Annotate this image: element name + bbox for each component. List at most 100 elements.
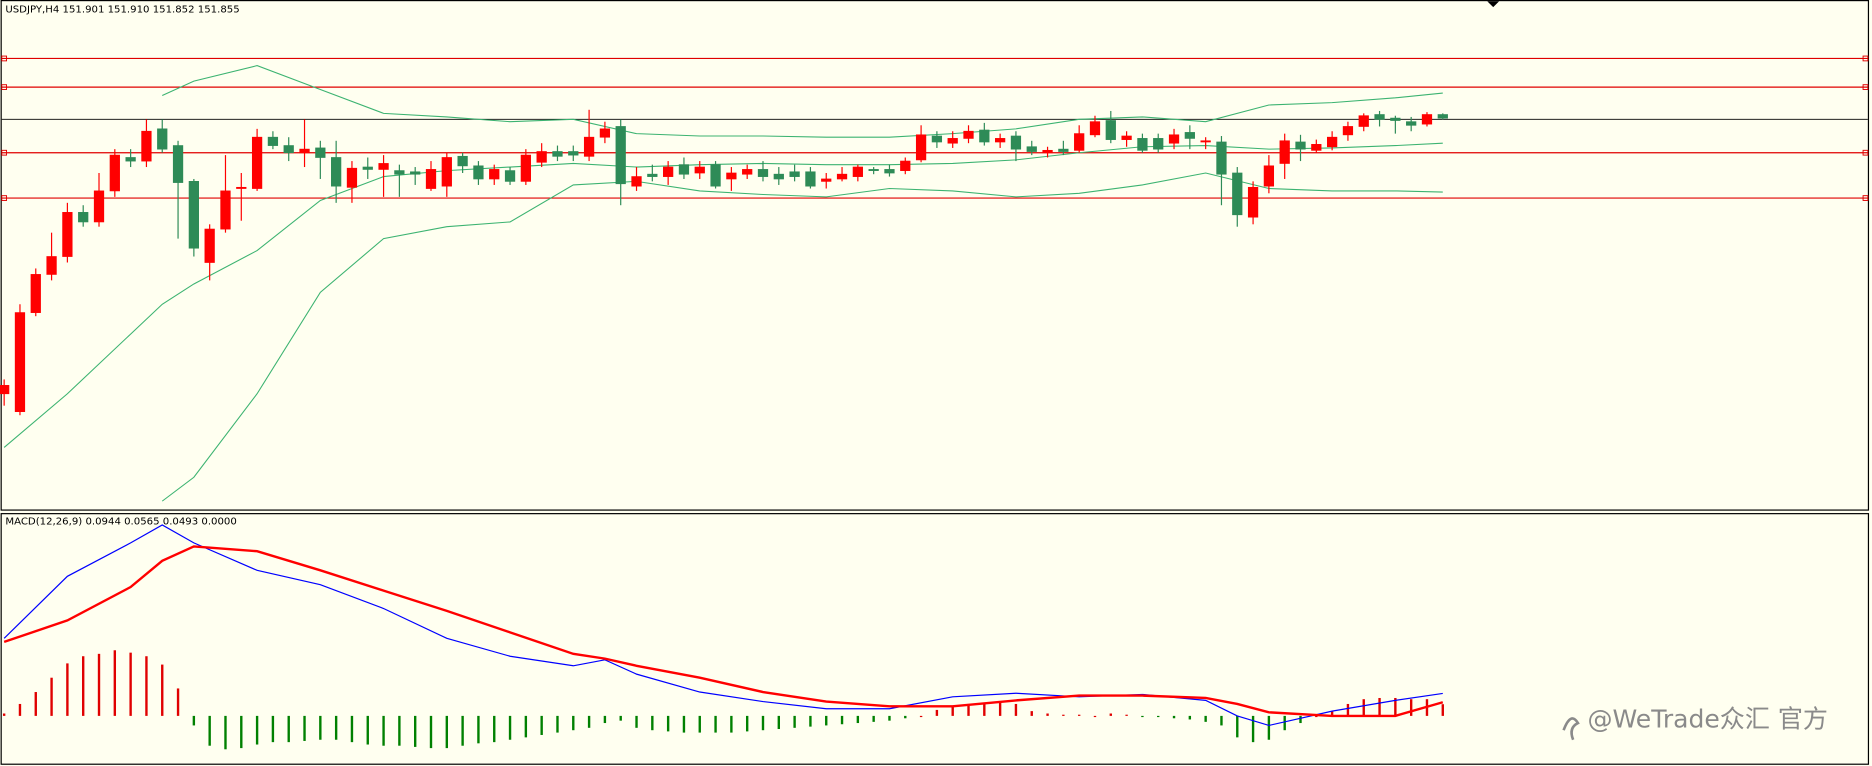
histogram-bar bbox=[240, 715, 243, 749]
candle-body bbox=[836, 173, 848, 180]
candle-body bbox=[915, 134, 927, 161]
candle-body bbox=[489, 169, 500, 180]
candle-body bbox=[172, 145, 184, 183]
candle-body bbox=[457, 155, 468, 167]
level-handle bbox=[1862, 149, 1869, 156]
histogram-bar bbox=[556, 715, 559, 733]
candle-body bbox=[1121, 135, 1132, 140]
candle-body bbox=[663, 166, 674, 177]
candle-body bbox=[1406, 121, 1417, 126]
candle-body bbox=[742, 169, 753, 175]
candle-body bbox=[947, 138, 958, 144]
candle-body bbox=[726, 172, 737, 180]
histogram-bar bbox=[271, 715, 275, 743]
histogram-bar bbox=[145, 656, 148, 716]
candle-body bbox=[109, 154, 120, 192]
histogram-bar bbox=[50, 677, 53, 716]
macd-main-line bbox=[3, 524, 1443, 727]
candle-body bbox=[995, 138, 1006, 143]
macd-panel-title: MACD(12,26,9) 0.0944 0.0565 0.0493 0.000… bbox=[5, 516, 236, 527]
candle-body bbox=[204, 228, 215, 263]
histogram-bar bbox=[698, 715, 701, 733]
candle-body bbox=[346, 167, 358, 188]
candle-body bbox=[757, 169, 769, 177]
histogram-bar bbox=[224, 715, 227, 750]
bollinger-upper bbox=[162, 65, 1443, 138]
candle-body bbox=[568, 151, 579, 156]
histogram-bar bbox=[1378, 697, 1381, 716]
histogram-bar bbox=[1236, 715, 1239, 738]
icon-stroke bbox=[1562, 717, 1580, 741]
candle-body bbox=[1153, 138, 1164, 150]
histogram-bar bbox=[951, 706, 954, 716]
candle-body bbox=[378, 163, 389, 170]
histogram-bar bbox=[66, 663, 69, 716]
level-handle bbox=[1862, 195, 1869, 201]
histogram-bar bbox=[1251, 715, 1255, 743]
candle-body bbox=[1342, 126, 1354, 136]
histogram-bar bbox=[1299, 715, 1302, 724]
histogram-bar bbox=[1283, 715, 1286, 731]
candle-body bbox=[1168, 134, 1180, 144]
candle-body bbox=[536, 151, 547, 163]
candle-body bbox=[1089, 121, 1101, 136]
histogram-bar bbox=[1394, 697, 1397, 716]
histogram-bar bbox=[730, 715, 733, 733]
candle-body bbox=[1247, 186, 1259, 218]
candle-body bbox=[1137, 138, 1148, 151]
candle-body bbox=[425, 169, 437, 189]
histogram-bar bbox=[366, 715, 369, 745]
histogram-bar bbox=[1441, 704, 1444, 716]
histogram-bar bbox=[319, 715, 322, 740]
histogram-bar bbox=[413, 715, 417, 747]
candle-body bbox=[188, 181, 199, 249]
histogram-bar bbox=[793, 715, 796, 728]
histogram-bar bbox=[745, 715, 749, 732]
candle-body bbox=[884, 169, 895, 174]
candle-body bbox=[78, 212, 89, 223]
histogram-bar bbox=[255, 715, 259, 745]
histogram-bar bbox=[1346, 703, 1350, 716]
histogram-bar bbox=[192, 715, 196, 726]
level-handle bbox=[1, 84, 8, 90]
plot-layer bbox=[0, 55, 1869, 750]
histogram-bar bbox=[983, 702, 986, 716]
candle-body bbox=[963, 130, 974, 139]
histogram-bar bbox=[1062, 714, 1065, 716]
candle-body bbox=[315, 147, 326, 158]
level-handle bbox=[1862, 84, 1869, 90]
candle-body bbox=[1200, 140, 1211, 143]
histogram-bar bbox=[540, 715, 543, 735]
histogram-bar bbox=[1157, 715, 1160, 718]
level-handle bbox=[1, 149, 8, 156]
candle-body bbox=[93, 190, 105, 223]
candle-body bbox=[868, 169, 879, 171]
histogram-bar bbox=[18, 703, 22, 716]
histogram-bar bbox=[2, 713, 6, 716]
candle-body bbox=[410, 171, 421, 175]
histogram-bar bbox=[872, 715, 875, 722]
macd-panel-frame bbox=[0, 513, 1870, 765]
histogram-bar bbox=[666, 715, 670, 732]
histogram-bar bbox=[967, 703, 970, 716]
level-handle bbox=[1, 55, 8, 62]
watermark-icon bbox=[1562, 717, 1580, 741]
histogram-bar bbox=[477, 715, 480, 744]
histogram-bar bbox=[445, 715, 449, 749]
candle-body bbox=[631, 176, 642, 187]
candle-body bbox=[299, 148, 310, 154]
candle-body bbox=[583, 136, 595, 157]
candle-body bbox=[331, 157, 342, 187]
candle-body bbox=[504, 170, 516, 182]
histogram-bar bbox=[856, 715, 860, 724]
candle-body bbox=[1374, 114, 1385, 120]
histogram-bar bbox=[1220, 715, 1223, 726]
macd-signal-line bbox=[3, 545, 1444, 718]
candle-body bbox=[552, 151, 563, 157]
candle-body bbox=[1311, 144, 1322, 151]
candle-body bbox=[647, 173, 658, 177]
histogram-bar bbox=[303, 715, 306, 741]
candle-body bbox=[1437, 114, 1448, 119]
histogram-bar bbox=[840, 715, 844, 725]
candle-body bbox=[1279, 140, 1290, 164]
